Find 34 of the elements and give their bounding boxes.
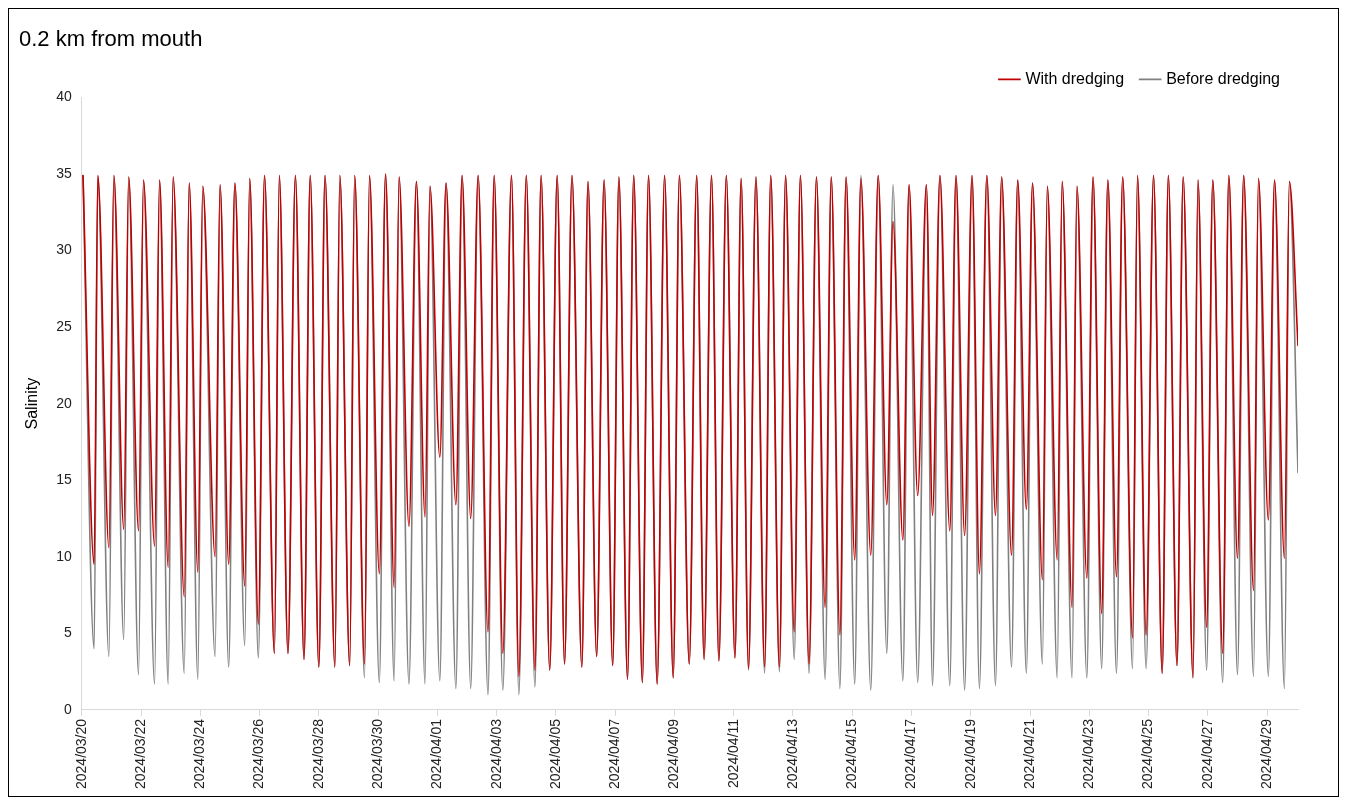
y-tick-label: 10 [56,547,72,564]
x-tick-label: 2024/04/15 [843,718,860,790]
x-tick-label: 2024/03/26 [250,718,267,790]
x-tick-label: 2024/04/29 [1257,718,1274,790]
x-tick-label: 2024/04/11 [724,718,741,788]
x-tick-label: 2024/03/20 [72,718,89,790]
legend-label: Before dredging [1166,69,1280,87]
x-tick-label: 2024/03/22 [131,718,148,790]
x-tick-label: 2024/03/24 [191,718,208,790]
y-tick-label: 25 [56,317,72,334]
y-tick-label: 5 [63,624,72,641]
y-tick-label: 35 [56,164,72,181]
x-tick-label: 2024/03/28 [309,718,326,790]
y-tick-label: 0 [63,700,72,717]
y-tick-label: 40 [56,88,72,105]
x-tick-label: 2024/04/25 [1139,718,1156,790]
y-tick-label: 20 [56,394,72,411]
x-tick-label: 2024/04/27 [1198,718,1215,790]
x-tick-label: 2024/04/05 [546,718,563,790]
x-tick-label: 2024/04/19 [961,718,978,790]
y-axis-title: Salinity [23,377,41,430]
x-tick-label: 2024/03/30 [368,718,385,790]
x-tick-label: 2024/04/23 [1080,718,1097,790]
x-tick-label: 2024/04/07 [606,718,623,790]
y-tick-label: 30 [56,241,72,258]
x-tick-label: 2024/04/03 [487,718,504,790]
legend-label: With dredging [1025,69,1125,87]
x-tick-label: 2024/04/17 [902,718,919,790]
chart-title: 0.2 km from mouth [19,26,203,52]
x-tick-label: 2024/04/13 [783,718,800,790]
x-tick-label: 2024/04/09 [665,718,682,790]
y-tick-label: 15 [56,471,72,488]
x-tick-label: 2024/04/21 [1020,718,1037,790]
x-tick-label: 2024/04/01 [428,718,445,790]
